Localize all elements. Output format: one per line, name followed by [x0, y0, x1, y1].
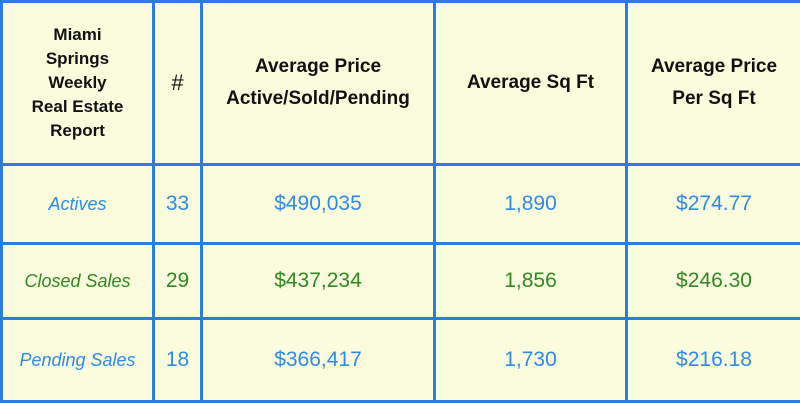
avg-sqft-header: Average Sq Ft: [435, 2, 627, 165]
title-line: Weekly: [48, 73, 106, 92]
title-line: Springs: [46, 49, 109, 68]
header-row: Miami Springs Weekly Real Estate Report …: [2, 2, 800, 165]
row-label: Pending Sales: [2, 319, 154, 402]
row-label: Actives: [2, 165, 154, 244]
ppsf-cell: $216.18: [627, 319, 800, 402]
ppsf-cell: $246.30: [627, 244, 800, 319]
avg-price-cell: $366,417: [202, 319, 435, 402]
ppsf-cell: $274.77: [627, 165, 800, 244]
avg-price-cell: $490,035: [202, 165, 435, 244]
title-line: Miami: [53, 25, 101, 44]
avg-sqft-cell: 1,890: [435, 165, 627, 244]
table-row: Actives 33 $490,035 1,890 $274.77: [2, 165, 800, 244]
report-title: Miami Springs Weekly Real Estate Report: [2, 2, 154, 165]
avg-ppsf-header-line: Average Price: [651, 56, 777, 77]
avg-sqft-cell: 1,856: [435, 244, 627, 319]
avg-price-header: Average Price Active/Sold/Pending: [202, 2, 435, 165]
avg-price-header-line: Active/Sold/Pending: [226, 88, 410, 109]
avg-ppsf-header-line: Per Sq Ft: [672, 88, 755, 109]
avg-ppsf-header: Average Price Per Sq Ft: [627, 2, 800, 165]
row-label: Closed Sales: [2, 244, 154, 319]
title-line: Real Estate: [32, 97, 124, 116]
table-row: Closed Sales 29 $437,234 1,856 $246.30: [2, 244, 800, 319]
avg-sqft-cell: 1,730: [435, 319, 627, 402]
avg-price-header-line: Average Price: [255, 56, 381, 77]
avg-price-cell: $437,234: [202, 244, 435, 319]
count-header: #: [154, 2, 202, 165]
count-cell: 18: [154, 319, 202, 402]
table-row: Pending Sales 18 $366,417 1,730 $216.18: [2, 319, 800, 402]
title-line: Report: [50, 121, 105, 140]
count-cell: 29: [154, 244, 202, 319]
count-cell: 33: [154, 165, 202, 244]
